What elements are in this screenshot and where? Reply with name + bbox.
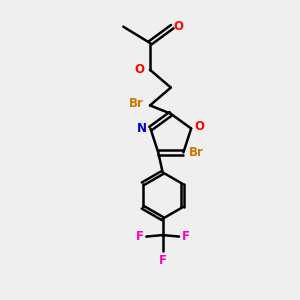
Text: O: O <box>174 20 184 33</box>
Text: O: O <box>135 63 145 76</box>
Text: Br: Br <box>189 146 204 159</box>
Text: O: O <box>195 120 205 133</box>
Text: F: F <box>182 230 189 243</box>
Text: N: N <box>137 122 147 135</box>
Text: Br: Br <box>129 98 144 110</box>
Text: F: F <box>159 254 167 267</box>
Text: F: F <box>136 230 144 243</box>
